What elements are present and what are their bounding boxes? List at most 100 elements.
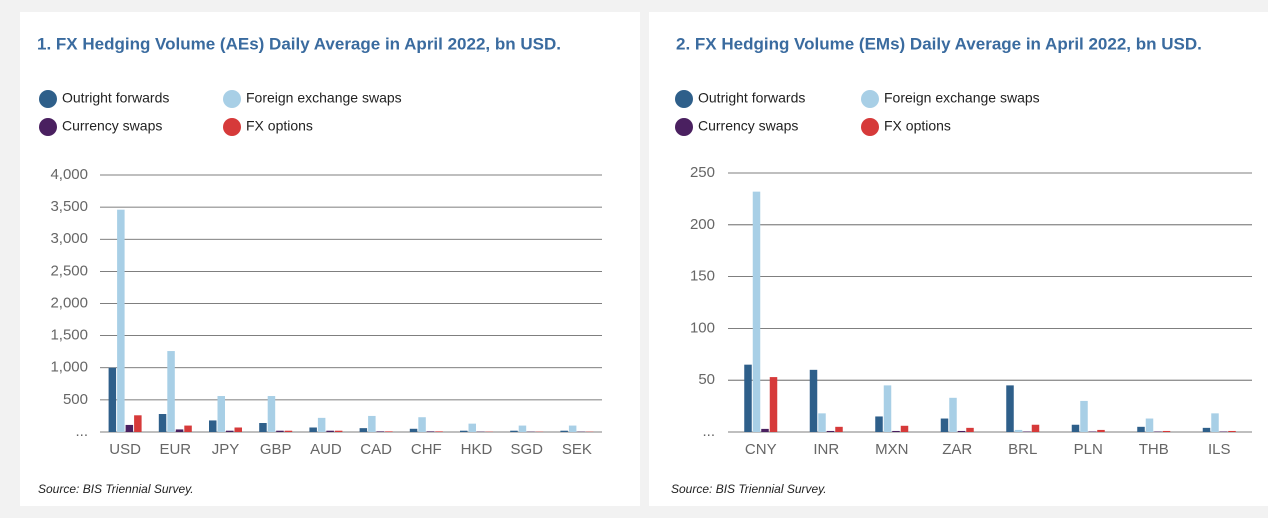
y-tick-label: 250 (690, 164, 715, 181)
x-tick-label: CNY (745, 441, 777, 458)
bar (426, 431, 435, 432)
y-tick-label: 1,000 (50, 359, 88, 376)
y-tick-label: ... (702, 423, 715, 440)
bar (1137, 426, 1145, 432)
bar (409, 428, 418, 432)
bar (752, 191, 761, 432)
bar (1145, 418, 1154, 432)
legend-label: Foreign exchange swaps (246, 90, 402, 106)
x-tick-label: SEK (562, 441, 592, 458)
bar (234, 427, 242, 432)
bar (818, 413, 826, 432)
y-tick-label: 2,500 (50, 262, 88, 279)
bar (966, 427, 974, 432)
bar (809, 369, 818, 432)
bar (1006, 385, 1014, 432)
y-tick-label: 3,500 (50, 198, 88, 215)
y-tick-label: 50 (698, 371, 715, 388)
bar (125, 424, 134, 432)
x-tick-label: CHF (411, 441, 442, 458)
bar (1219, 431, 1228, 432)
bar (175, 429, 184, 432)
bar (835, 426, 843, 432)
y-tick-label: 4,000 (50, 166, 88, 183)
bar (900, 425, 909, 432)
y-tick-label: 200 (690, 216, 715, 233)
legend-label: Currency swaps (698, 118, 798, 134)
bar (1031, 424, 1040, 432)
bar (435, 431, 443, 432)
panel (649, 12, 1268, 506)
bar (460, 430, 468, 432)
legend-swatch (675, 90, 693, 108)
bar (949, 397, 957, 432)
source: Source: BIS Triennial Survey. (671, 482, 827, 496)
bar (1071, 424, 1080, 432)
bar (957, 430, 966, 432)
x-tick-label: SGD (510, 441, 543, 458)
bar (1228, 430, 1236, 432)
bar (1097, 429, 1105, 432)
x-tick-label: HKD (461, 441, 493, 458)
x-tick-label: INR (813, 441, 839, 458)
x-tick-label: GBP (260, 441, 292, 458)
y-tick-label: 3,000 (50, 230, 88, 247)
chart-title: 2. FX Hedging Volume (EMs) Daily Average… (676, 34, 1202, 53)
bar (892, 430, 900, 432)
y-tick-label: 2,000 (50, 294, 88, 311)
bar (259, 423, 267, 432)
bar (1023, 431, 1031, 432)
bar (1088, 431, 1097, 432)
x-tick-label: JPY (212, 441, 240, 458)
bar (209, 420, 217, 432)
x-tick-label: AUD (310, 441, 342, 458)
bar (468, 423, 476, 432)
bar (1211, 413, 1219, 432)
legend-label: FX options (246, 118, 313, 134)
legend-swatch (223, 118, 241, 136)
y-tick-label: 150 (690, 268, 715, 285)
bar (744, 364, 752, 432)
legend-swatch (39, 90, 57, 108)
x-tick-label: ILS (1208, 441, 1231, 458)
bar (376, 431, 385, 432)
bar (518, 425, 527, 432)
legend-swatch (223, 90, 241, 108)
legend-label: FX options (884, 118, 951, 134)
y-tick-label: ... (75, 423, 88, 440)
source: Source: BIS Triennial Survey. (38, 482, 194, 496)
x-tick-label: ZAR (942, 441, 972, 458)
bar (276, 430, 284, 432)
legend-label: Outright forwards (62, 90, 169, 106)
bar (1080, 400, 1088, 432)
bar (226, 430, 234, 432)
chart-title: 1. FX Hedging Volume (AEs) Daily Average… (37, 34, 561, 53)
y-tick-label: 500 (63, 391, 88, 408)
bar (385, 431, 393, 432)
bar (568, 425, 577, 432)
bar (1014, 429, 1023, 432)
bar (158, 414, 167, 432)
x-tick-label: PLN (1074, 441, 1103, 458)
bar (883, 385, 892, 432)
bar (368, 415, 376, 432)
legend-swatch (675, 118, 693, 136)
bar (267, 396, 276, 432)
bar (134, 415, 142, 432)
bar (217, 396, 225, 432)
legend-swatch (39, 118, 57, 136)
x-tick-label: EUR (159, 441, 191, 458)
bar (284, 430, 293, 432)
bar (1162, 430, 1171, 432)
bar (1154, 431, 1162, 432)
legend-swatch (861, 118, 879, 136)
bar (108, 367, 117, 432)
x-tick-label: BRL (1008, 441, 1037, 458)
y-tick-label: 1,500 (50, 327, 88, 344)
x-tick-label: CAD (360, 441, 392, 458)
legend-swatch (861, 90, 879, 108)
legend-label: Currency swaps (62, 118, 162, 134)
bar (875, 416, 883, 432)
bar (940, 418, 949, 432)
